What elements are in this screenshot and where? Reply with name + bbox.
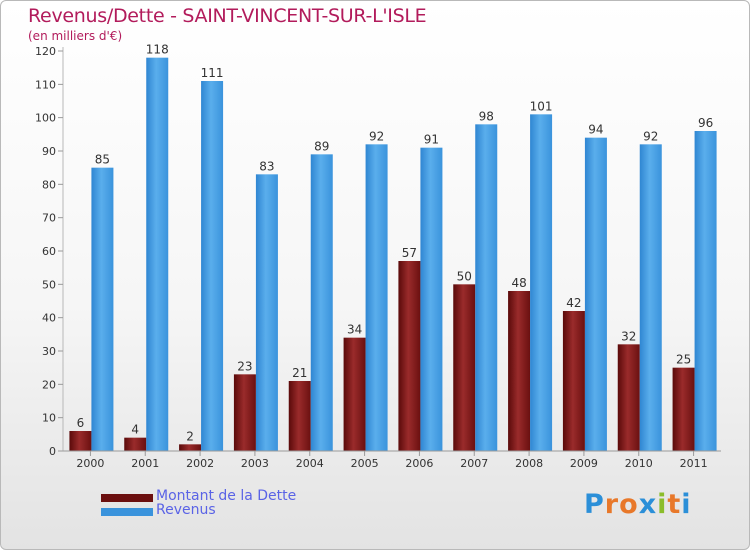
- y-tick-label: 10: [42, 412, 56, 425]
- data-label-revenus: 101: [530, 99, 553, 113]
- data-label-revenus: 92: [643, 129, 658, 143]
- data-label-revenus: 83: [259, 159, 274, 173]
- bar-dette: [288, 381, 311, 451]
- y-tick-label: 80: [42, 178, 56, 191]
- bar-revenus: [420, 147, 443, 451]
- data-label-dette: 4: [131, 423, 139, 437]
- y-tick-label: 0: [49, 445, 56, 458]
- logo-letter: x: [638, 489, 658, 520]
- y-tick-label: 30: [42, 345, 56, 358]
- data-label-revenus: 118: [146, 43, 169, 57]
- x-tick-label: 2001: [131, 457, 159, 470]
- bar-revenus: [146, 57, 169, 452]
- data-label-revenus: 94: [588, 123, 603, 137]
- x-tick-label: 2005: [351, 457, 379, 470]
- y-axis: 0 10 20 30 40 50 60 70 80 90 100 110 120: [35, 45, 64, 458]
- logo-letter: i: [681, 489, 692, 520]
- bar-revenus: [91, 167, 114, 451]
- chart-subtitle: (en milliers d'€): [28, 29, 123, 43]
- legend-label-revenus: Revenus: [156, 502, 216, 518]
- data-label-revenus: 89: [314, 139, 329, 153]
- x-axis: 2000 2001 2002 2003 2004 2005 2006 2007 2008 2009…: [63, 450, 721, 470]
- proxiti-logo: Proxiti: [584, 489, 692, 520]
- y-tick-label: 20: [42, 378, 56, 391]
- bars: 6 85 4 118 2 111 23 83 21 89 34 92 57 91 50 98 48 101 42 94…: [69, 43, 717, 452]
- x-tick-label: 2011: [680, 457, 708, 470]
- x-tick-label: 2009: [570, 457, 598, 470]
- y-tick-label: 40: [42, 312, 56, 325]
- bar-dette: [508, 291, 531, 451]
- data-label-dette: 50: [457, 269, 472, 283]
- y-tick-label: 120: [35, 45, 56, 58]
- x-tick-label: 2007: [460, 457, 488, 470]
- x-tick-label: 2000: [76, 457, 104, 470]
- chart-title: Revenus/Dette - SAINT-VINCENT-SUR-L'ISLE: [28, 5, 427, 27]
- x-tick-label: 2003: [241, 457, 269, 470]
- logo-letter: r: [604, 489, 620, 520]
- y-tick-label: 90: [42, 145, 56, 158]
- y-tick-label: 70: [42, 212, 56, 225]
- bar-revenus: [365, 144, 388, 452]
- y-tick-label: 50: [42, 278, 56, 291]
- bar-revenus: [310, 154, 333, 452]
- legend-swatch-dette: [101, 494, 153, 502]
- logo-letter: P: [584, 489, 605, 520]
- bar-revenus: [584, 137, 607, 451]
- legend-label-dette: Montant de la Dette: [156, 488, 297, 504]
- data-label-revenus: 92: [369, 129, 384, 143]
- y-tick-label: 60: [42, 245, 56, 258]
- bar-revenus: [694, 131, 717, 451]
- bar-dette: [179, 444, 202, 451]
- bar-dette: [562, 311, 585, 451]
- logo-letter: t: [667, 489, 682, 520]
- bar-revenus: [475, 124, 498, 451]
- bar-revenus: [530, 114, 553, 451]
- bar-revenus: [255, 174, 278, 452]
- data-label-dette: 57: [402, 246, 417, 260]
- logo-letter: i: [657, 489, 668, 520]
- x-tick-label: 2006: [405, 457, 433, 470]
- data-label-dette: 48: [511, 276, 526, 290]
- data-label-dette: 6: [77, 416, 85, 430]
- data-label-revenus: 96: [698, 116, 713, 130]
- legend-swatch-revenus: [101, 508, 153, 516]
- data-label-revenus: 111: [201, 66, 224, 80]
- data-label-revenus: 91: [424, 133, 439, 147]
- bar-revenus: [201, 81, 224, 451]
- bar-dette: [398, 261, 421, 451]
- x-tick-label: 2002: [186, 457, 214, 470]
- bar-dette: [343, 337, 366, 451]
- data-label-revenus: 98: [479, 109, 494, 123]
- data-label-dette: 2: [186, 429, 194, 443]
- bar-dette: [672, 367, 695, 451]
- bar-dette: [617, 344, 640, 451]
- bar-revenus: [639, 144, 662, 452]
- logo-letter: o: [619, 489, 639, 520]
- data-label-dette: 23: [237, 359, 252, 373]
- data-label-dette: 42: [566, 296, 581, 310]
- data-label-revenus: 85: [95, 153, 110, 167]
- data-label-dette: 32: [621, 329, 636, 343]
- x-tick-label: 2010: [625, 457, 653, 470]
- data-label-dette: 21: [292, 366, 307, 380]
- bar-dette: [453, 284, 476, 451]
- data-label-dette: 25: [676, 353, 691, 367]
- y-tick-label: 110: [35, 78, 56, 91]
- x-tick-label: 2004: [296, 457, 324, 470]
- bar-dette: [124, 437, 147, 451]
- y-tick-label: 100: [35, 112, 56, 125]
- x-tick-label: 2008: [515, 457, 543, 470]
- bar-dette: [233, 374, 256, 451]
- data-label-dette: 34: [347, 323, 362, 337]
- bar-dette: [69, 431, 92, 451]
